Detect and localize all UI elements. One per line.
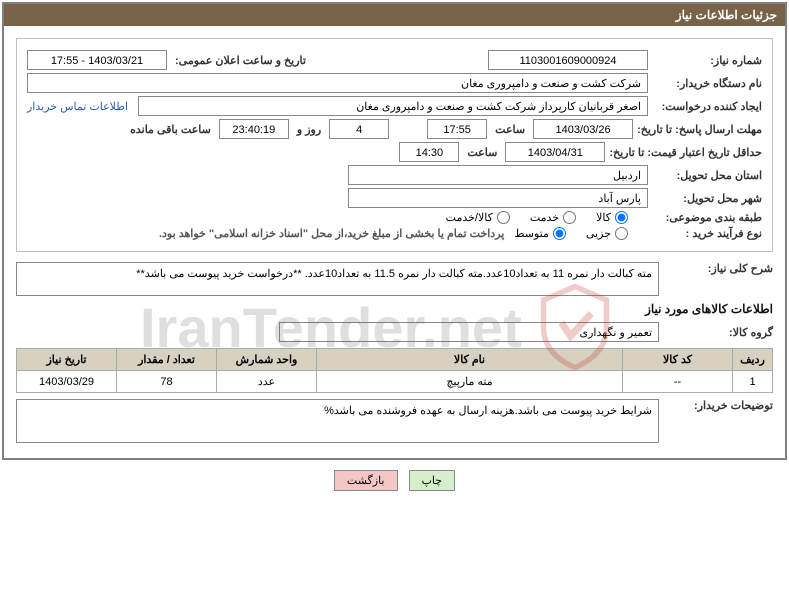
content-area: شماره نیاز: 1103001609000924 تاریخ و ساع…: [4, 26, 785, 458]
th-row: ردیف: [733, 349, 773, 371]
th-date: تاریخ نیاز: [17, 349, 117, 371]
process-label: نوع فرآیند خرید :: [652, 227, 762, 240]
valid-until-label: حداقل تاریخ اعتبار قیمت: تا تاریخ:: [609, 146, 762, 159]
remain-label: ساعت باقی مانده: [126, 123, 215, 136]
th-unit: واحد شمارش: [217, 349, 317, 371]
process-note: پرداخت تمام یا بخشی از مبلغ خرید،از محل …: [159, 227, 510, 240]
cell-unit: عدد: [217, 371, 317, 393]
print-button[interactable]: چاپ: [409, 470, 456, 491]
cat-service-label: خدمت: [530, 211, 559, 224]
time-label-1: ساعت: [491, 123, 529, 136]
category-label: طبقه بندی موضوعی:: [652, 211, 762, 224]
cell-code: --: [623, 371, 733, 393]
reply-until-label: مهلت ارسال پاسخ: تا تاریخ:: [637, 123, 762, 136]
city-field: پارس آباد: [348, 188, 648, 208]
button-row: چاپ بازگشت: [0, 462, 789, 499]
days-field: 4: [329, 119, 389, 139]
back-button[interactable]: بازگشت: [334, 470, 398, 491]
days-and-label: روز و: [293, 123, 325, 136]
main-panel: جزئیات اطلاعات نیاز شماره نیاز: 11030016…: [2, 2, 787, 460]
cat-both-label: کالا/خدمت: [446, 211, 493, 224]
proc-medium-label: متوسط: [514, 227, 549, 240]
cell-qty: 78: [117, 371, 217, 393]
req-no-field: 1103001609000924: [488, 50, 648, 70]
group-label: گروه کالا:: [663, 326, 773, 339]
buyer-field: شرکت کشت و صنعت و دامپروری مغان: [27, 73, 648, 93]
proc-medium-radio[interactable]: متوسط: [514, 227, 566, 240]
desc-text: مته کبالت دار نمره 11 به تعداد10عدد.مته …: [16, 262, 659, 296]
th-qty: تعداد / مقدار: [117, 349, 217, 371]
announce-label: تاریخ و ساعت اعلان عمومی:: [171, 54, 310, 67]
buyer-label: نام دستگاه خریدار:: [652, 77, 762, 90]
desc-label: شرح کلی نیاز:: [663, 262, 773, 275]
items-table: ردیف کد کالا نام کالا واحد شمارش تعداد /…: [16, 348, 773, 393]
announce-field: 1403/03/21 - 17:55: [27, 50, 167, 70]
cell-n: 1: [733, 371, 773, 393]
province-label: استان محل تحویل:: [652, 169, 762, 182]
province-field: اردبیل: [348, 165, 648, 185]
panel-title: جزئیات اطلاعات نیاز: [4, 4, 785, 26]
req-no-label: شماره نیاز:: [652, 54, 762, 67]
proc-small-label: جزیی: [586, 227, 611, 240]
table-row: 1 -- مته مارپیچ عدد 78 1403/03/29: [17, 371, 773, 393]
reply-date-field: 1403/03/26: [533, 119, 633, 139]
cat-service-radio[interactable]: خدمت: [530, 211, 576, 224]
cat-both-radio[interactable]: کالا/خدمت: [446, 211, 510, 224]
details-panel: شماره نیاز: 1103001609000924 تاریخ و ساع…: [16, 38, 773, 252]
cell-date: 1403/03/29: [17, 371, 117, 393]
th-code: کد کالا: [623, 349, 733, 371]
requester-field: اصغر قربانیان کارپرداز شرکت کشت و صنعت و…: [138, 96, 648, 116]
th-name: نام کالا: [317, 349, 623, 371]
countdown-field: 23:40:19: [219, 119, 289, 139]
cat-kala-label: کالا: [596, 211, 611, 224]
city-label: شهر محل تحویل:: [652, 192, 762, 205]
valid-time-field: 14:30: [399, 142, 459, 162]
buyer-note-text: شرایط خرید پیوست می باشد.هزینه ارسال به …: [16, 399, 659, 443]
group-field: تعمیر و نگهداری: [279, 322, 659, 342]
contact-link[interactable]: اطلاعات تماس خریدار: [27, 100, 134, 113]
time-label-2: ساعت: [463, 146, 501, 159]
reply-time-field: 17:55: [427, 119, 487, 139]
cat-kala-radio[interactable]: کالا: [596, 211, 628, 224]
requester-label: ایجاد کننده درخواست:: [652, 100, 762, 113]
cell-name: مته مارپیچ: [317, 371, 623, 393]
proc-small-radio[interactable]: جزیی: [586, 227, 628, 240]
buyer-note-label: توضیحات خریدار:: [663, 399, 773, 412]
valid-date-field: 1403/04/31: [505, 142, 605, 162]
items-title: اطلاعات کالاهای مورد نیاز: [16, 302, 773, 316]
